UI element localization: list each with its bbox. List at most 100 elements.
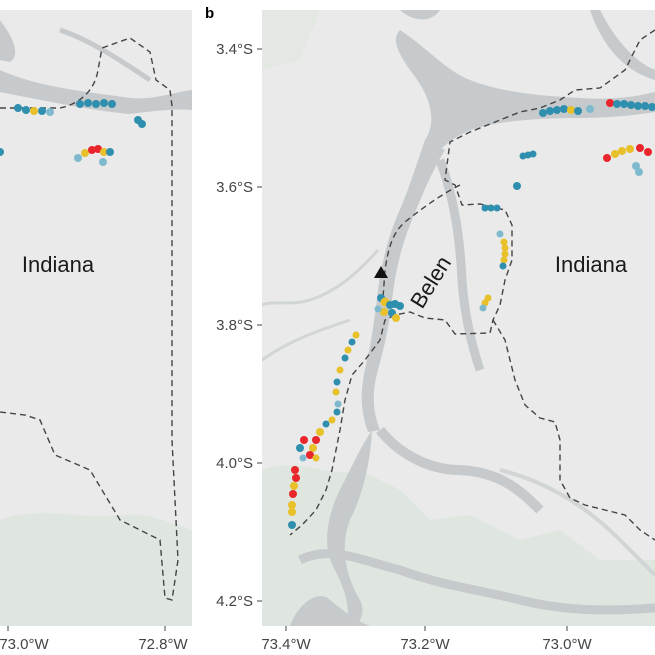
river <box>0 70 192 114</box>
observation-point <box>333 378 341 386</box>
observation-point <box>332 388 340 396</box>
observation-point <box>30 107 38 115</box>
observation-point <box>84 99 92 107</box>
river <box>290 596 370 626</box>
observation-point <box>306 451 314 459</box>
observation-point <box>92 100 100 108</box>
panel-a: Indiana 73.0°W 72.8°W <box>0 10 192 653</box>
observation-point <box>392 314 400 322</box>
observation-point <box>108 100 116 108</box>
observation-point <box>618 147 626 155</box>
y-tick-label: 3.4°S <box>216 41 253 58</box>
observation-point <box>100 148 108 156</box>
panel-letter-b: b <box>205 5 214 22</box>
vegetation-area <box>0 513 192 626</box>
observation-point <box>635 168 643 176</box>
district-boundary <box>382 184 461 299</box>
observation-point <box>296 444 304 452</box>
indiana-label-a: Indiana <box>22 252 95 277</box>
river <box>361 140 445 432</box>
observation-point <box>546 107 554 115</box>
observation-point <box>499 262 507 270</box>
x-tick-label-a: 73.0°W <box>0 636 50 653</box>
river-branch <box>262 318 351 362</box>
river <box>297 549 655 615</box>
y-tick-label: 4.0°S <box>216 455 253 472</box>
observation-point <box>14 104 22 112</box>
observation-point <box>344 346 352 354</box>
observation-point <box>299 454 307 462</box>
observation-point <box>501 244 509 252</box>
panel-a-map: Indiana <box>0 20 192 626</box>
y-axis: 3.4°S 3.6°S 3.8°S 4.0°S 4.2°S <box>216 41 262 610</box>
observation-point <box>336 366 344 374</box>
observation-point <box>479 304 487 312</box>
observation-point <box>312 454 320 462</box>
observation-point <box>333 408 341 416</box>
observation-point <box>487 204 495 212</box>
observation-point <box>290 482 298 490</box>
observation-point <box>606 99 614 107</box>
observation-point <box>529 150 537 158</box>
river <box>435 158 485 372</box>
observation-point <box>289 490 297 498</box>
observation-point <box>611 150 619 158</box>
observation-point <box>288 501 296 509</box>
observation-point <box>567 106 575 114</box>
panel-b: b Bel <box>205 5 655 653</box>
y-tick-label: 3.8°S <box>216 317 253 334</box>
observation-point <box>626 145 634 153</box>
observation-point <box>76 100 84 108</box>
observation-point <box>22 106 30 114</box>
observation-point <box>634 102 642 110</box>
observation-point <box>312 436 320 444</box>
observation-point <box>94 145 102 153</box>
observation-point <box>501 250 509 258</box>
observation-point <box>138 120 146 128</box>
observation-point <box>288 508 296 516</box>
observation-point <box>500 256 508 264</box>
observation-point <box>586 105 594 113</box>
observation-point <box>322 420 330 428</box>
observation-point <box>636 144 644 152</box>
observation-point <box>99 158 107 166</box>
observation-point <box>641 102 649 110</box>
x-tick-label: 73.4°W <box>261 636 311 653</box>
observation-point <box>100 99 108 107</box>
observation-point <box>348 338 356 346</box>
observation-point <box>380 308 388 316</box>
observation-point <box>574 107 582 115</box>
river-branch <box>262 248 380 307</box>
observation-point <box>316 428 324 436</box>
river-branch <box>499 468 655 577</box>
observation-point <box>352 331 360 339</box>
observation-point <box>481 204 489 212</box>
observation-point <box>328 416 336 424</box>
observation-point <box>500 238 508 246</box>
river <box>395 30 655 150</box>
observation-point <box>334 400 342 408</box>
observation-point <box>539 109 547 117</box>
observation-point <box>288 521 296 529</box>
observation-point <box>632 162 640 170</box>
observation-point <box>627 101 635 109</box>
observation-point <box>300 436 308 444</box>
river-branch <box>59 27 152 83</box>
observation-point <box>493 204 501 212</box>
observation-point <box>341 354 349 362</box>
panel-b-points <box>288 99 655 529</box>
observation-point <box>644 148 652 156</box>
observation-point <box>81 149 89 157</box>
observation-point <box>374 305 382 313</box>
observation-point <box>613 100 621 108</box>
observation-point <box>309 444 317 452</box>
x-tick-label-a: 72.8°W <box>138 636 188 653</box>
observation-point <box>553 106 561 114</box>
observation-point <box>648 103 655 111</box>
observation-point <box>396 302 404 310</box>
river <box>400 10 440 20</box>
observation-point <box>291 466 299 474</box>
observation-point <box>513 182 521 190</box>
river <box>376 426 544 514</box>
